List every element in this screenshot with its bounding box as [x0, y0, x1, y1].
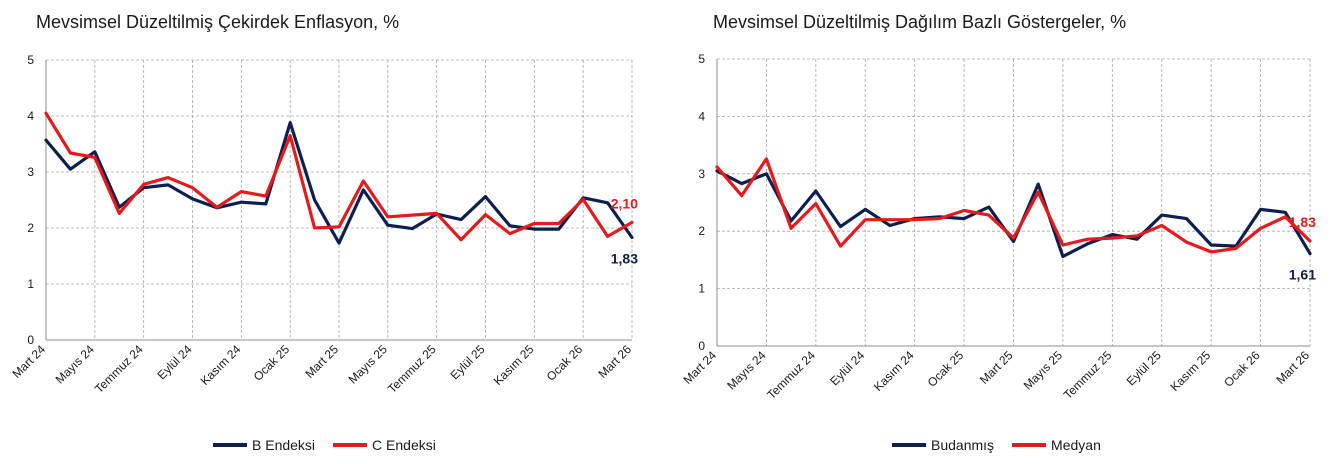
legend-item-b-endeksi[interactable]: B Endeksi	[213, 437, 315, 453]
x-tick-label: Kasım 24	[198, 342, 244, 388]
legend-label-budanmis: Budanmış	[931, 437, 995, 453]
legend-label-c-endeksi: C Endeksi	[372, 437, 436, 453]
legend-swatch-b-endeksi	[213, 443, 247, 447]
chart-legend: Budanmış Medyan	[892, 437, 1119, 453]
chart-title: Mevsimsel Düzeltilmiş Dağılım Bazlı Göst…	[713, 12, 1127, 32]
x-tick-label: Mart 24	[9, 342, 48, 381]
y-tick-label: 2	[698, 224, 705, 238]
end-value-label-budanmis: 1,61	[1289, 267, 1316, 283]
x-tick-label: Ocak 26	[1221, 348, 1263, 390]
x-tick-label: Mart 24	[680, 348, 719, 387]
x-tick-label: Kasım 25	[1168, 348, 1214, 394]
x-tick-label: Temmuz 25	[385, 342, 439, 396]
x-tick-label: Temmuz 24	[92, 342, 146, 396]
x-tick-label: Mart 25	[302, 342, 341, 381]
x-tick-label: Mart 26	[1273, 348, 1312, 387]
end-value-label-b-endeksi: 1,83	[611, 251, 638, 267]
end-value-label-c-endeksi: 2,10	[611, 195, 638, 211]
x-tick-label: Eylül 24	[155, 342, 195, 382]
x-tick-label: Temmuz 25	[1061, 348, 1115, 402]
x-tick-label: Ocak 25	[251, 342, 293, 384]
x-tick-label: Mayıs 25	[1021, 348, 1066, 393]
x-tick-label: Eylül 25	[448, 342, 488, 382]
legend-swatch-budanmis	[892, 443, 926, 447]
legend-label-b-endeksi: B Endeksi	[252, 437, 316, 453]
legend-item-c-endeksi[interactable]: C Endeksi	[333, 437, 436, 453]
y-tick-label: 1	[698, 282, 705, 296]
legend-item-medyan[interactable]: Medyan	[1012, 437, 1101, 453]
y-tick-label: 5	[27, 53, 34, 67]
y-tick-label: 5	[698, 52, 705, 66]
x-tick-label: Mayıs 24	[724, 348, 769, 393]
x-tick-label: Eylül 25	[1124, 348, 1164, 388]
series-line-medyan	[715, 157, 1312, 254]
chart-title: Mevsimsel Düzeltilmiş Çekirdek Enflasyon…	[36, 12, 400, 32]
chart-panel-distribution-indicators: Mevsimsel Düzeltilmiş Dağılım Bazlı Göst…	[670, 0, 1340, 464]
x-tick-label: Kasım 25	[491, 342, 537, 388]
x-tick-label: Ocak 26	[544, 342, 586, 384]
y-tick-label: 2	[27, 221, 34, 235]
y-tick-label: 3	[27, 165, 34, 179]
end-value-label-medyan: 1,83	[1289, 214, 1316, 230]
x-tick-label: Mart 26	[595, 342, 634, 381]
legend-label-medyan: Medyan	[1051, 437, 1101, 453]
x-tick-label: Mart 25	[977, 348, 1016, 387]
x-tick-label: Ocak 25	[925, 348, 967, 390]
y-tick-label: 4	[27, 109, 34, 123]
legend-swatch-c-endeksi	[333, 443, 368, 447]
y-tick-label: 0	[698, 339, 705, 353]
series-line-b-endeksi	[44, 121, 634, 245]
x-tick-label: Mayıs 24	[53, 342, 98, 387]
x-tick-label: Kasım 24	[871, 348, 917, 394]
y-tick-label: 0	[27, 333, 34, 347]
x-tick-label: Eylül 24	[827, 348, 867, 388]
legend-swatch-medyan	[1012, 443, 1047, 447]
series-line-c-endeksi	[44, 111, 634, 242]
x-tick-label: Mayıs 25	[346, 342, 391, 387]
y-tick-label: 4	[698, 109, 705, 123]
y-tick-label: 1	[27, 277, 34, 291]
legend-item-budanmis[interactable]: Budanmış	[892, 437, 994, 453]
x-tick-label: Temmuz 24	[764, 348, 818, 402]
chart-legend: B Endeksi C Endeksi	[213, 437, 454, 453]
chart-panel-core-inflation: Mevsimsel Düzeltilmiş Çekirdek Enflasyon…	[9, 12, 638, 453]
y-tick-label: 3	[698, 167, 705, 181]
series-line-budanmis	[715, 169, 1312, 259]
